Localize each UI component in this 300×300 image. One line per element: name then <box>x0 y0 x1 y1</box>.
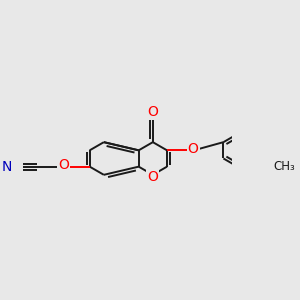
Text: O: O <box>58 158 69 172</box>
Text: O: O <box>188 142 199 156</box>
Text: N: N <box>1 160 12 174</box>
Text: O: O <box>147 105 158 119</box>
Text: CH₃: CH₃ <box>274 160 296 173</box>
Text: O: O <box>147 170 158 184</box>
